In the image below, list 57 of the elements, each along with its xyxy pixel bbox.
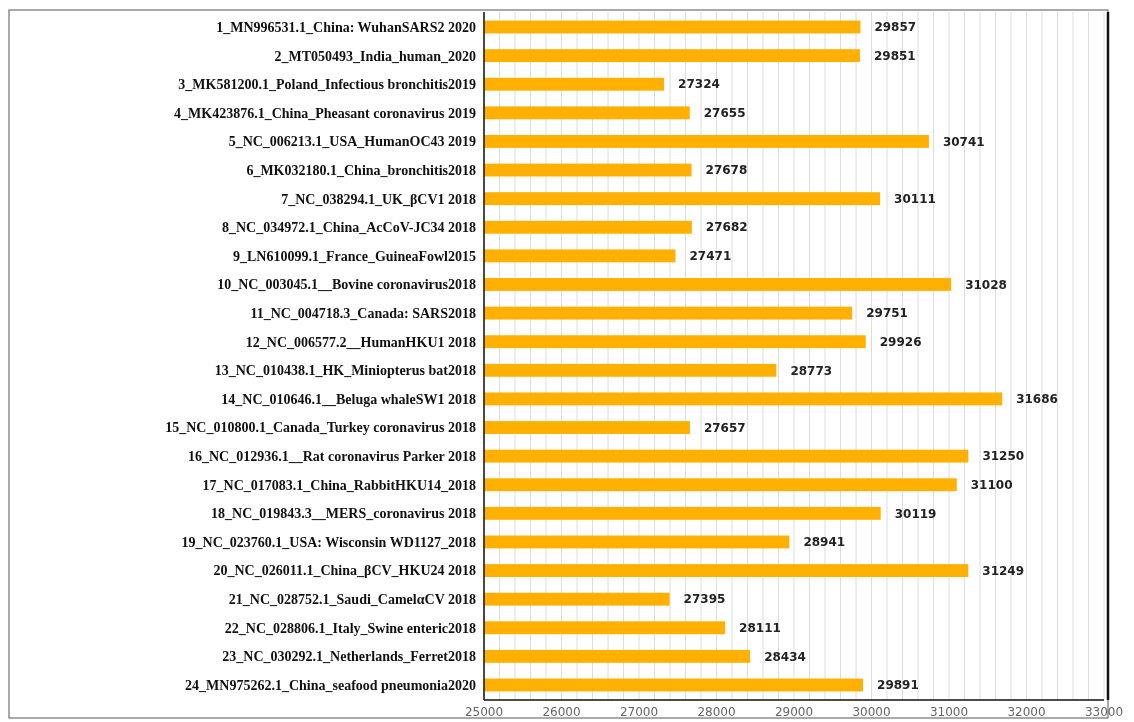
y-tick-label: 3_MK581200.1_Poland_Infectious bronchitis2019 [178, 77, 476, 93]
data-label: 30119 [894, 506, 937, 521]
y-tick-label: 12_NC_006577.2__HumanHKU1 2018 [245, 334, 476, 350]
data-label: 31250 [982, 449, 1025, 464]
data-label: 28434 [764, 649, 806, 664]
y-tick-label: 21_NC_028752.1_Saudi_CamelαCV 2018 [228, 592, 476, 608]
y-tick-label: 13_NC_010438.1_HK_Miniopterus bat2018 [214, 363, 476, 379]
data-label: 27678 [705, 163, 748, 178]
y-tick-label: 19_NC_023760.1_USA: Wisconsin WD1127_2018 [181, 534, 476, 550]
y-tick-label: 2_MT050493_India_human_2020 [274, 48, 476, 64]
y-tick-label: 6_MK032180.1_China_bronchitis2018 [246, 162, 476, 178]
data-label: 28941 [803, 535, 846, 550]
y-tick-label: 14_NC_010646.1__Beluga whaleSW1 2018 [221, 391, 476, 407]
data-label: 31100 [970, 477, 1013, 492]
y-tick-label: 22_NC_028806.1_Italy_Swine enteric2018 [224, 620, 476, 636]
data-label: 27324 [678, 77, 720, 92]
y-tick-label: 24_MN975262.1_China_seafood pneumonia2020 [185, 677, 476, 693]
x-tick-label: 29000 [774, 705, 814, 719]
x-tick-label: 26000 [542, 705, 581, 719]
y-tick-label: 4_MK423876.1_China_Pheasant coronavirus 2019 [174, 105, 476, 121]
y-tick-label: 10_NC_003045.1__Bovine coronavirus2018 [217, 277, 476, 293]
data-label: 27395 [683, 592, 726, 607]
data-label: 28773 [790, 363, 833, 378]
data-label: 30741 [942, 134, 985, 149]
y-tick-label: 9_LN610099.1_France_GuineaFowl2015 [232, 248, 476, 264]
x-tick-label: 27000 [619, 705, 659, 719]
data-label: 31249 [982, 563, 1025, 578]
data-label: 29891 [877, 678, 919, 693]
x-tick-label: 30000 [852, 705, 891, 719]
data-label: 29751 [866, 306, 908, 321]
x-tick-label: 25000 [464, 705, 504, 719]
y-tick-label: 7_NC_038294.1_UK_βCV1 2018 [281, 191, 476, 207]
y-tick-label: 17_NC_017083.1_China_RabbitHKU14_2018 [202, 477, 476, 493]
y-tick-label: 15_NC_010800.1_Canada_Turkey coronavirus 2018 [165, 420, 476, 436]
y-tick-label: 18_NC_019843.3__MERS_coronavirus 2018 [211, 506, 476, 522]
x-tick-label: 32000 [1007, 705, 1046, 719]
y-tick-label: 5_NC_006213.1_USA_HumanOC43 2019 [228, 134, 476, 150]
data-label: 27682 [705, 220, 748, 235]
y-tick-label: 1_MN996531.1_China: WuhanSARS2 2020 [216, 19, 476, 35]
y-tick-label: 11_NC_004718.3_Canada: SARS2018 [250, 305, 476, 321]
y-tick-label: 20_NC_026011.1_China_βCV_HKU24 2018 [213, 563, 476, 579]
data-label: 28111 [739, 620, 781, 635]
data-label: 31686 [1016, 392, 1058, 407]
data-label: 30111 [894, 191, 936, 206]
data-label: 27655 [703, 106, 746, 121]
y-tick-label: 16_NC_012936.1__Rat coronavirus Parker 2018 [187, 449, 476, 465]
y-tick-label: 8_NC_034972.1_China_AcCoV-JC34 2018 [221, 220, 476, 236]
x-tick-label: 33000 [1084, 705, 1124, 719]
y-tick-label: 23_NC_030292.1_Netherlands_Ferret2018 [222, 649, 476, 665]
data-label: 29851 [873, 48, 916, 63]
data-label: 29926 [879, 334, 922, 349]
data-label: 27657 [703, 420, 746, 435]
x-tick-label: 28000 [697, 705, 736, 719]
data-label: 27471 [689, 249, 732, 264]
x-tick-label: 31000 [929, 705, 969, 719]
data-label: 31028 [965, 277, 1007, 292]
data-label: 29857 [874, 20, 917, 35]
